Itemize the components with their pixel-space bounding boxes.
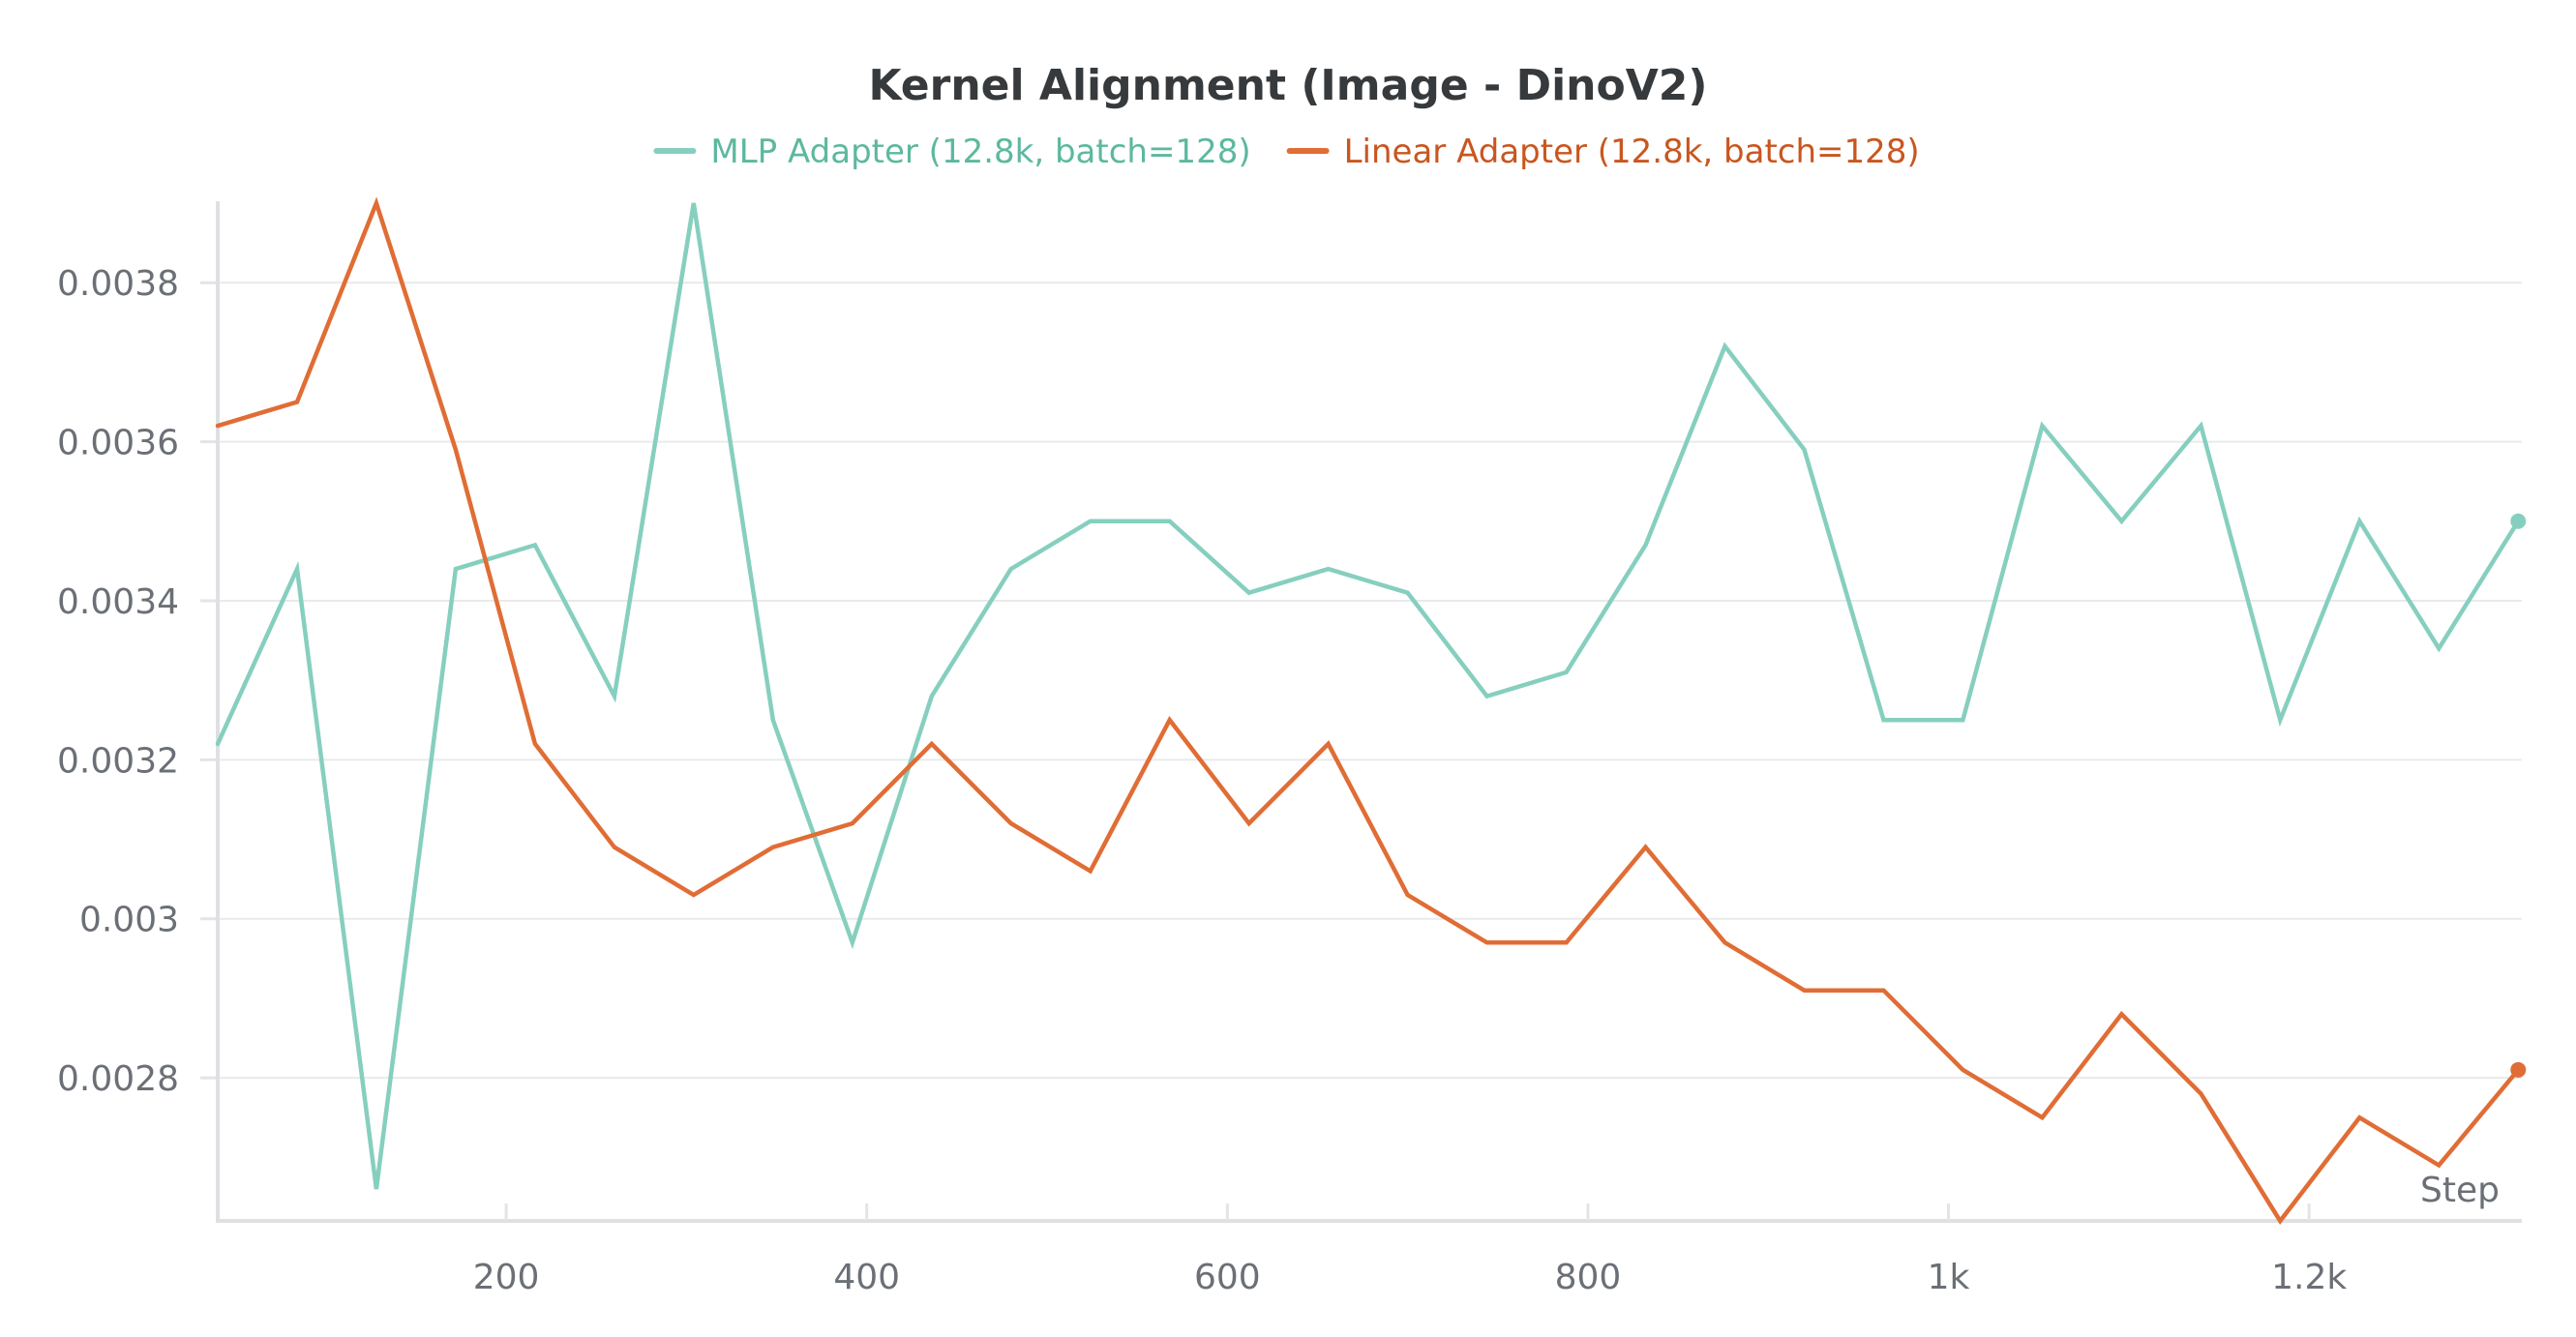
x-tick-label: 200 <box>473 1258 540 1297</box>
x-tick-label: 1.2k <box>2271 1258 2347 1297</box>
x-tick-label: 600 <box>1194 1258 1261 1297</box>
axes: 0.0028 0.003 0.0032 0.0034 0.0036 0.0038 200 40… <box>57 201 2522 1297</box>
y-tick-label: 0.0036 <box>57 424 179 463</box>
legend: MLP Adapter (12.8k, batch=128) Linear Ada… <box>653 133 1920 171</box>
x-tick-label: 800 <box>1555 1258 1622 1297</box>
series-layer <box>215 196 2527 1225</box>
y-tick-label: 0.0032 <box>57 741 179 781</box>
legend-item: Linear Adapter (12.8k, batch=128) <box>1286 133 1920 171</box>
series-line-1 <box>215 196 2521 1225</box>
y-tick-label: 0.0038 <box>57 264 179 304</box>
x-tick-label: 400 <box>833 1258 900 1297</box>
y-tick-label: 0.0034 <box>57 582 179 622</box>
chart-title: Kernel Alignment (Image - DinoV2) <box>868 61 1707 110</box>
y-tick-label: 0.003 <box>79 901 179 940</box>
y-tick-label: 0.0028 <box>57 1059 179 1099</box>
legend-label: MLP Adapter (12.8k, batch=128) <box>710 133 1250 171</box>
legend-label: Linear Adapter (12.8k, batch=128) <box>1344 133 1920 171</box>
x-tick-label: 1k <box>1928 1258 1970 1297</box>
series-end-point-1 <box>2510 1061 2527 1078</box>
legend-item: MLP Adapter (12.8k, batch=128) <box>653 133 1251 171</box>
x-axis-label: Step <box>2420 1171 2500 1210</box>
series-end-point-0 <box>2510 513 2527 529</box>
series-line-0 <box>215 202 2521 1190</box>
gridlines <box>218 282 2522 1080</box>
